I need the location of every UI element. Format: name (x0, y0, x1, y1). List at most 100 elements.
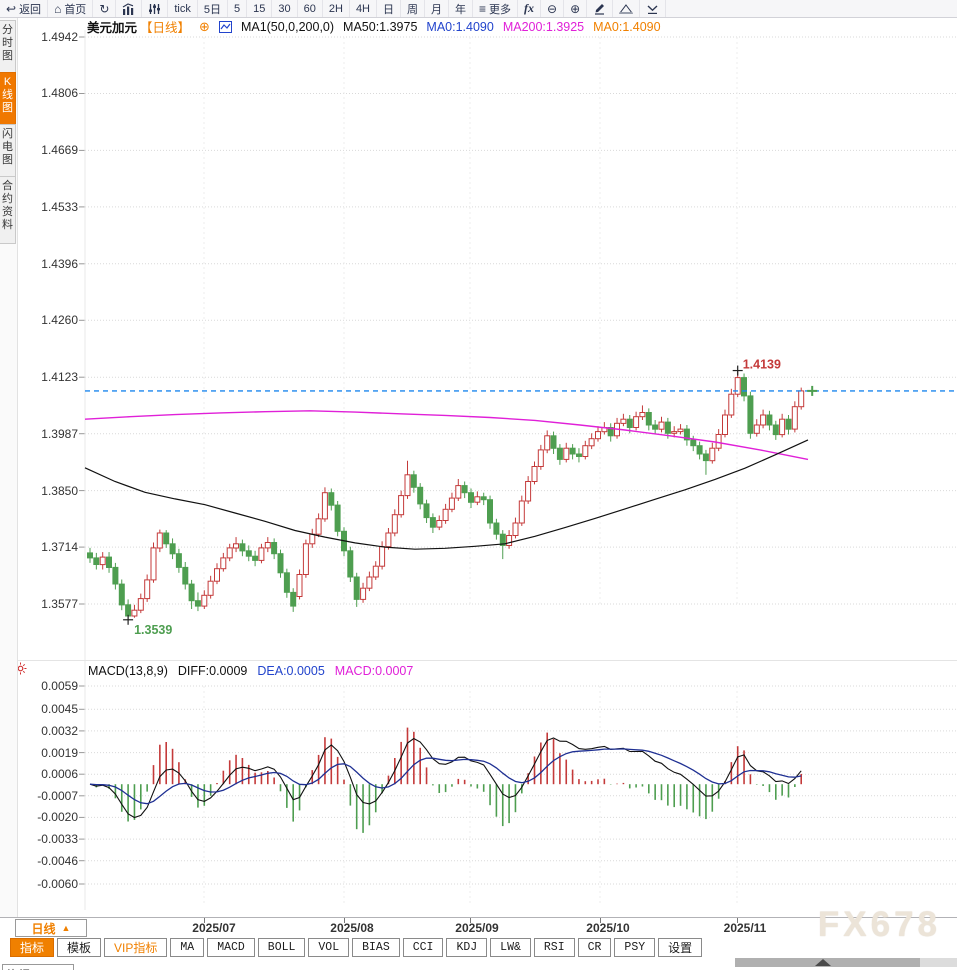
home-button[interactable]: ⌂ 首页 (48, 0, 94, 17)
lwr-button[interactable]: LW& (490, 938, 531, 957)
watermark-logo: FX678 (817, 905, 941, 944)
period-15m-button[interactable]: 15 (247, 0, 273, 17)
y-axis-label: -0.0046 (37, 853, 78, 868)
y-axis-label: 1.4806 (41, 86, 78, 101)
macd-button[interactable]: MACD (207, 938, 255, 957)
period-30m-button[interactable]: 30 (272, 0, 298, 17)
cr-button[interactable]: CR (577, 938, 612, 957)
y-axis-label: -0.0060 (37, 877, 78, 891)
y-axis-label: -0.0007 (37, 788, 78, 803)
x-axis-tick (737, 918, 738, 923)
collapse-button[interactable] (640, 0, 667, 17)
ma-settings-label: MA1(50,0,200,0) (240, 19, 335, 34)
sidebar-tab-2[interactable]: K线图 (0, 72, 16, 127)
boll-button[interactable]: BOLL (257, 938, 306, 957)
zoom-in-button[interactable]: ⊕ (564, 0, 588, 17)
chevron-up-icon: ▲ (61, 922, 71, 933)
indicator-toolbar: 指标 模板 VIP指标 MA MACD BOLL VOL BIAS CCI KDJ LW& RSI CR… (10, 938, 703, 957)
fx-function-button[interactable]: fx (518, 0, 542, 17)
period-5m-button-label: 5 (234, 2, 241, 15)
sidebar-tab-4[interactable]: 合约资料 (0, 176, 16, 244)
sidebar-tab-3[interactable]: 闪电图 (0, 124, 16, 179)
back-button[interactable]: ↩ 返回 (0, 0, 49, 17)
vip-indicators-button[interactable]: VIP指标 (104, 938, 168, 957)
indicator-settings-button[interactable] (142, 0, 169, 17)
collapse-icon (646, 3, 659, 15)
ma50-value: MA50:1.3975 (343, 19, 418, 34)
y-axis-label: 1.4942 (41, 30, 78, 44)
period-week-button[interactable]: 周 (401, 0, 425, 17)
period-tag: 【日线】 (140, 21, 191, 35)
more-button[interactable]: ≡ 更多 (473, 0, 519, 17)
x-axis-tick (470, 918, 471, 923)
x-axis-label: 2025/11 (723, 921, 767, 935)
y-axis-label: 1.4123 (41, 370, 78, 385)
period-2h-button[interactable]: 2H (323, 0, 350, 17)
period-30m-button-label: 30 (278, 2, 291, 15)
refresh-button[interactable]: ↻ (93, 0, 117, 17)
panel-expand-arrow-icon[interactable] (815, 959, 831, 966)
y-axis-label: 1.4260 (41, 313, 78, 328)
psy-button[interactable]: PSY (614, 938, 656, 957)
ma0-blue-value: MA0:1.4090 (426, 19, 494, 34)
ma200-value: MA200:1.3925 (502, 19, 585, 34)
draw-button[interactable] (587, 0, 614, 17)
period-year-button-label: 年 (455, 3, 466, 16)
cci-button[interactable]: CCI (402, 938, 444, 957)
pencil-icon (593, 2, 606, 15)
y-axis-label: 0.0045 (41, 702, 78, 717)
period-60m-button[interactable]: 60 (298, 0, 323, 17)
macd-diff-value: DIFF:0.0009 (177, 664, 248, 678)
settings-button[interactable]: 设置 (658, 938, 703, 957)
sidebar-tab-1[interactable]: 分时图 (0, 20, 16, 75)
period-year-button[interactable]: 年 (449, 0, 473, 17)
refresh-icon: ↻ (99, 1, 110, 16)
period-tick-button[interactable]: tick (168, 0, 198, 17)
period-5d-button[interactable]: 5日 (198, 0, 228, 17)
period-month-button-label: 月 (431, 3, 442, 16)
y-axis-label: 0.0019 (41, 745, 78, 760)
period-day-button[interactable]: 日 (377, 0, 401, 17)
fx-function-button-label: fx (524, 1, 535, 15)
x-axis-label: 2025/07 (192, 921, 236, 935)
y-axis-label: -0.0033 (37, 832, 78, 847)
period-15m-button-label: 15 (253, 2, 266, 15)
x-axis-label: 2025/10 (586, 921, 630, 935)
y-axis-label: 0.0032 (41, 723, 78, 738)
ma0-orange-value: MA0:1.4090 (593, 19, 661, 34)
period-selector-button[interactable]: 日线 ▲ (15, 919, 87, 937)
bar-chart-icon (122, 2, 135, 15)
templates-button[interactable]: 模板 (57, 938, 102, 957)
ma-button[interactable]: MA (170, 938, 205, 957)
high-price-annotation: 1.4139 (743, 358, 781, 372)
period-week-button-label: 周 (407, 3, 418, 16)
chart-type-sidebar: 分时图 K线图 闪电图 合约资料 (0, 17, 18, 917)
x-axis-row: 日线 ▲ 2025/07 2025/08 2025/09 2025/10 2025/11 (0, 917, 957, 938)
macd-macd-value: MACD:0.0007 (334, 664, 414, 678)
period-5m-button[interactable]: 5 (228, 0, 248, 17)
shape-tool-button[interactable] (613, 0, 641, 17)
x-axis-tick (600, 918, 601, 923)
bias-button[interactable]: BIAS (352, 938, 400, 957)
y-axis-label: 1.3714 (41, 540, 78, 555)
home-icon: ⌂ (54, 1, 62, 16)
rsi-button[interactable]: RSI (533, 938, 575, 957)
zoom-in-icon: ⊕ (570, 1, 581, 16)
clipped-news-box[interactable]: 资讯 (2, 964, 74, 970)
y-axis-label: 0.0059 (41, 679, 78, 693)
add-compare-icon[interactable]: ⊕ (199, 19, 210, 34)
zoom-out-button[interactable]: ⊖ (541, 0, 565, 17)
period-month-button[interactable]: 月 (425, 0, 449, 17)
y-axis-label: 1.3850 (41, 483, 78, 498)
back-button-label: 返回 (19, 3, 42, 16)
indicators-button[interactable]: 指标 (10, 938, 55, 957)
chart-type-button[interactable] (116, 0, 143, 17)
period-5d-button-label: 5日 (203, 3, 221, 16)
period-4h-button[interactable]: 4H (350, 0, 377, 17)
vol-button[interactable]: VOL (308, 938, 350, 957)
kdj-button[interactable]: KDJ (446, 938, 488, 957)
period-4h-button-label: 4H (355, 2, 370, 15)
macd-pane-header: MACD(13,8,9) DIFF:0.0009 DEA:0.0005 MACD… (88, 664, 413, 678)
